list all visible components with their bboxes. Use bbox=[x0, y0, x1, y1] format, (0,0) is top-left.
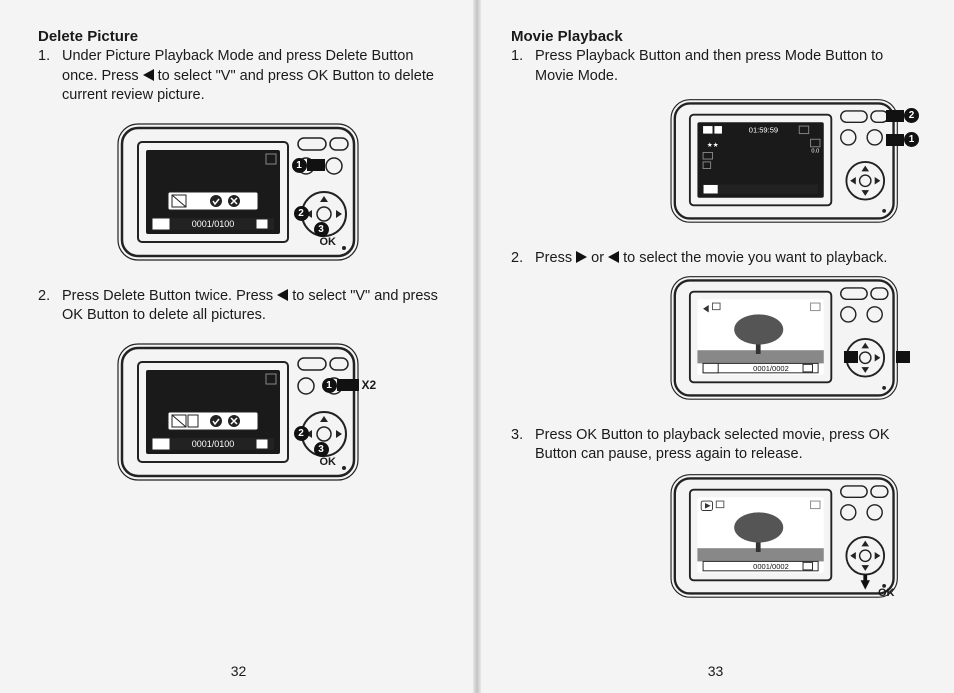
callout-badge: 3 bbox=[314, 222, 329, 237]
callout-bar bbox=[844, 351, 858, 363]
text-fragment: Press Delete Button twice. Press bbox=[62, 288, 277, 304]
step-number: 1. bbox=[511, 47, 535, 86]
callout-badge: 2 bbox=[904, 108, 919, 123]
camera-diagram: 0001/0100 1 X2 bbox=[116, 334, 366, 484]
callout-badge: 1 bbox=[322, 378, 337, 393]
figure-movie-2: 0001/0002 bbox=[511, 271, 916, 408]
callout-badge: 1 bbox=[292, 158, 307, 173]
callout-bar bbox=[896, 351, 910, 363]
right-arrow-icon bbox=[576, 251, 587, 263]
page-right: Movie Playback 1. Press Playback Button … bbox=[477, 0, 954, 693]
callout-gap bbox=[858, 351, 896, 363]
callout-1: 1 bbox=[322, 378, 359, 393]
callout-2: 2 bbox=[294, 206, 309, 221]
callout-1: 1 bbox=[886, 132, 919, 147]
text-fragment: or bbox=[591, 250, 608, 266]
step-text: Press Delete Button twice. Press to sele… bbox=[62, 287, 443, 326]
left-arrow-icon bbox=[277, 289, 288, 301]
ok-label: OK bbox=[878, 587, 895, 599]
camera-diagram: 0001/0100 bbox=[116, 114, 366, 264]
step-text: Press or to select the movie you want to… bbox=[535, 249, 916, 269]
ok-label: OK bbox=[320, 456, 337, 468]
step-1-left: 1. Under Picture Playback Mode and press… bbox=[38, 47, 443, 106]
camera-diagram: 0001/0002 OK bbox=[668, 469, 906, 601]
step-number: 3. bbox=[511, 426, 535, 465]
ok-label: OK bbox=[320, 236, 337, 248]
figure-movie-3: 0001/0002 OK bbox=[511, 469, 916, 606]
callout-2: 2 bbox=[886, 108, 919, 123]
svg-text:0001/0002: 0001/0002 bbox=[753, 562, 789, 571]
figure-movie-1: 01:59:59 ★★ 0.0 bbox=[511, 94, 916, 231]
callout-badge: 1 bbox=[904, 132, 919, 147]
figure-delete-1: 0001/0100 bbox=[38, 114, 443, 269]
step-number: 1. bbox=[38, 47, 62, 106]
step-text: Press Playback Button and then press Mod… bbox=[535, 47, 916, 86]
figure-delete-2: 0001/0100 1 X2 bbox=[38, 334, 443, 489]
book-spine bbox=[473, 0, 481, 693]
svg-text:01:59:59: 01:59:59 bbox=[749, 126, 778, 135]
callout-bar bbox=[886, 110, 904, 122]
page-left: Delete Picture 1. Under Picture Playback… bbox=[0, 0, 477, 693]
step-1-right: 1. Press Playback Button and then press … bbox=[511, 47, 916, 86]
left-arrow-icon bbox=[143, 69, 154, 81]
callout-badge: 3 bbox=[314, 442, 329, 457]
callout-3: 3 bbox=[314, 442, 329, 457]
svg-text:0.0: 0.0 bbox=[811, 149, 819, 155]
counter-text: 0001/0100 bbox=[191, 219, 234, 229]
svg-text:0001/0002: 0001/0002 bbox=[753, 364, 789, 373]
step-number: 2. bbox=[511, 249, 535, 269]
page-number-right: 33 bbox=[477, 663, 954, 679]
step-number: 2. bbox=[38, 287, 62, 326]
text-fragment: Press bbox=[535, 250, 576, 266]
callout-1: 1 bbox=[292, 158, 325, 173]
x2-label: X2 bbox=[362, 378, 377, 392]
text-fragment: to select the movie you want to playback… bbox=[623, 250, 887, 266]
step-3-right: 3. Press OK Button to playback selected … bbox=[511, 426, 916, 465]
svg-text:0001/0100: 0001/0100 bbox=[191, 439, 234, 449]
callout-bar bbox=[886, 134, 904, 146]
callout-badge: 2 bbox=[294, 426, 309, 441]
step-2-left: 2. Press Delete Button twice. Press to s… bbox=[38, 287, 443, 326]
callout-2: 2 bbox=[294, 426, 309, 441]
left-arrow-icon bbox=[608, 251, 619, 263]
callout-dpad-lr bbox=[844, 351, 910, 363]
step-text: Under Picture Playback Mode and press De… bbox=[62, 47, 443, 106]
callout-bar bbox=[307, 159, 325, 171]
callout-bar bbox=[337, 379, 359, 391]
camera-diagram: 0001/0002 bbox=[668, 271, 906, 403]
callout-3: 3 bbox=[314, 222, 329, 237]
heading-movie-playback: Movie Playback bbox=[511, 28, 916, 45]
svg-text:★★: ★★ bbox=[707, 141, 719, 149]
camera-diagram: 01:59:59 ★★ 0.0 bbox=[668, 94, 906, 226]
callout-badge: 2 bbox=[294, 206, 309, 221]
page-number-left: 32 bbox=[0, 663, 477, 679]
step-text: Press OK Button to playback selected mov… bbox=[535, 426, 916, 465]
step-2-right: 2. Press or to select the movie you want… bbox=[511, 249, 916, 269]
heading-delete-picture: Delete Picture bbox=[38, 28, 443, 45]
